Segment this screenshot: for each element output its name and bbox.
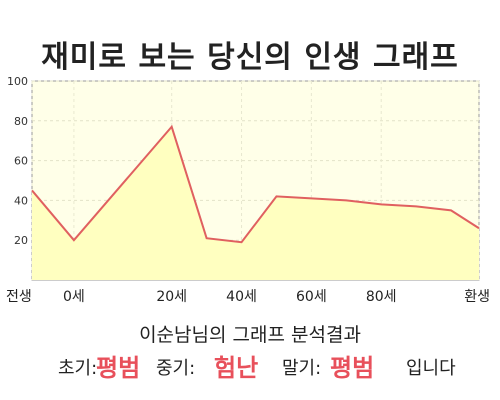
early-value: 평범 xyxy=(96,354,141,382)
y-tick-label: 60 xyxy=(14,155,28,168)
x-tick-label: 20세 xyxy=(156,289,187,305)
y-tick-label: 100 xyxy=(7,75,28,88)
x-tick-label: 80세 xyxy=(366,289,397,305)
x-tick-label: 0세 xyxy=(63,289,85,305)
y-tick-label: 80 xyxy=(14,115,28,128)
chart-title: 재미로 보는 당신의 인생 그래프 xyxy=(41,40,459,75)
late-label: 말기: xyxy=(282,358,322,379)
y-tick-label: 20 xyxy=(14,234,28,247)
analysis-heading: 이순남님의 그래프 분석결과 xyxy=(139,324,361,346)
late-value: 평범 xyxy=(330,354,375,382)
middle-value: 험난 xyxy=(214,354,259,382)
ending-text: 입니다 xyxy=(406,358,456,379)
grid-lines xyxy=(31,80,480,280)
y-tick-label: 40 xyxy=(14,194,28,207)
x-tick-label: 60세 xyxy=(296,289,327,305)
middle-label: 중기: xyxy=(156,358,196,379)
x-axis-ticks: 전생 0세 20세 40세 60세 80세 환생 xyxy=(6,289,490,305)
life-series-line xyxy=(31,124,480,244)
early-label: 초기: xyxy=(58,358,98,379)
life-area-fill xyxy=(32,126,479,281)
x-tick-label: 환생 xyxy=(464,289,490,305)
analysis-summary: 초기: 평범 중기: 험난 말기: 평범 입니다 xyxy=(0,348,500,382)
y-axis-ticks: 20 40 60 80 100 xyxy=(7,75,28,247)
x-tick-label: 전생 xyxy=(6,289,32,305)
x-tick-label: 40세 xyxy=(226,289,257,305)
